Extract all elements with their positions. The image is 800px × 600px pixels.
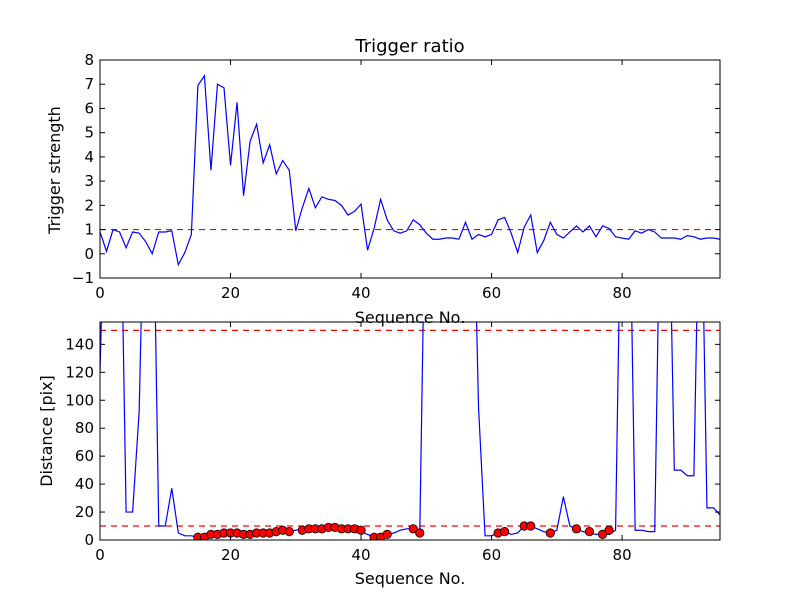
data-point-marker [571,524,582,534]
data-point-marker [408,524,418,534]
x-axis-label: Sequence No. [355,569,466,588]
y-tick-label: 140 [65,335,94,353]
x-tick-label: 80 [613,284,632,302]
x-tick-label: 20 [221,284,240,302]
y-tick-label: 7 [84,75,94,93]
x-tick-label: 60 [482,284,501,302]
y-tick-label: 8 [84,51,94,69]
y-tick-label: 60 [75,447,94,465]
y-tick-label: 3 [84,172,94,190]
plot-area [100,73,720,267]
x-tick-label: 20 [221,546,240,564]
y-axis-label: Trigger strength [45,106,64,235]
data-point-marker [415,528,425,538]
y-tick-label: 100 [65,391,94,409]
axes-frame [99,59,721,279]
y-axis-label: Distance [pix] [37,375,56,487]
y-tick-label: 40 [75,475,94,493]
x-tick-label: 40 [352,546,371,564]
y-tick-label: 6 [84,99,94,117]
y-tick-label: 0 [84,531,94,549]
plot-area [100,322,720,540]
y-tick-label: 120 [65,363,94,381]
series-line [100,322,720,538]
data-point-marker [500,527,510,537]
data-point-marker [604,525,614,535]
data-point-marker [584,527,595,537]
y-tick-label: 1 [84,221,94,239]
y-tick-label: 20 [75,503,94,521]
y-tick-label: 2 [84,196,94,214]
axes-frame [99,321,721,541]
x-axis-label: Sequence No. [355,308,466,327]
x-tick-label: 0 [95,546,105,564]
x-tick-label: 40 [352,284,371,302]
data-point-marker [526,521,536,531]
chart-title: Trigger ratio [354,36,464,57]
x-tick-label: 0 [95,284,105,302]
trigger-ratio-plot: Trigger ratio Sequence No. Trigger stren… [45,36,721,327]
y-tick-label: 4 [84,148,94,166]
distance-plot: Sequence No. Distance [pix] 0 20 40 60 80 0 20… [37,321,721,588]
series-line [100,73,720,267]
data-point-marker [597,529,608,540]
data-point-marker [284,527,294,537]
y-tick-label: 5 [84,124,94,142]
y-tick-label: 0 [84,245,94,263]
x-tick-label: 80 [613,546,632,564]
y-tick-label: −1 [72,269,94,287]
y-tick-label: 80 [75,419,94,437]
data-point-marker [545,528,555,538]
data-point-marker [382,529,392,540]
x-tick-label: 60 [482,546,501,564]
data-point-marker [356,525,366,535]
